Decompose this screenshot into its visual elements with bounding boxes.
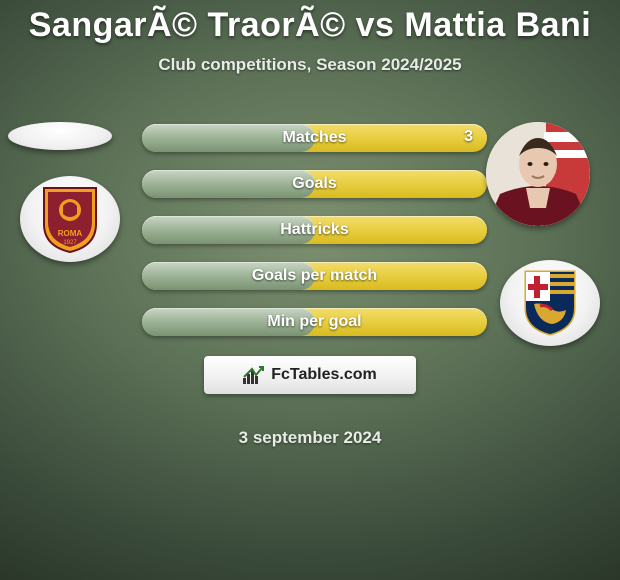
page-title: SangarÃ© TraorÃ© vs Mattia Bani [0,0,620,45]
stat-row-goals: Goals [142,170,487,198]
left-player-avatar [8,122,112,150]
date-text: 3 september 2024 [0,428,620,448]
player-photo-icon [486,122,590,226]
stat-row-matches: Matches 3 [142,124,487,152]
stat-row-mpg: Min per goal [142,308,487,336]
stat-value-right: 3 [464,128,473,146]
stats-chart: Matches 3 Goals Hattricks Goals per matc… [142,124,487,354]
stat-label: Matches [282,129,346,147]
svg-text:ROMA: ROMA [58,229,83,238]
branding-text: FcTables.com [271,366,377,384]
subtitle: Club competitions, Season 2024/2025 [0,55,620,75]
right-club-badge [500,260,600,346]
right-player-avatar [486,122,590,226]
stat-row-hattricks: Hattricks [142,216,487,244]
genoa-crest-icon [520,268,580,338]
stat-label: Goals [292,175,336,193]
stat-label: Hattricks [280,221,348,239]
stat-label: Goals per match [252,267,377,285]
svg-text:1927: 1927 [63,240,77,246]
stat-row-gpm: Goals per match [142,262,487,290]
branding-badge: FcTables.com [204,356,416,394]
stat-fill [142,170,315,198]
fctables-logo-icon [243,366,265,384]
roma-crest-icon: ROMA 1927 [39,184,101,254]
stat-label: Min per goal [267,313,361,331]
left-club-badge: ROMA 1927 [20,176,120,262]
